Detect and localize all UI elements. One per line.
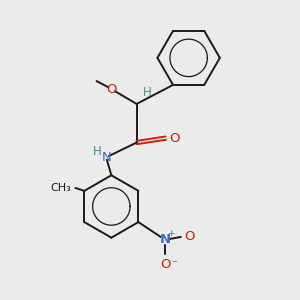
Text: ⁻: ⁻ [172, 258, 178, 271]
Text: N: N [160, 233, 171, 246]
Text: CH₃: CH₃ [50, 183, 71, 193]
Text: N: N [102, 151, 112, 164]
Text: O: O [106, 82, 117, 96]
Text: H: H [143, 85, 152, 99]
Text: +: + [167, 230, 175, 238]
Text: O: O [160, 258, 170, 271]
Text: O: O [184, 230, 195, 243]
Text: O: O [169, 132, 180, 145]
Text: H: H [93, 145, 101, 158]
